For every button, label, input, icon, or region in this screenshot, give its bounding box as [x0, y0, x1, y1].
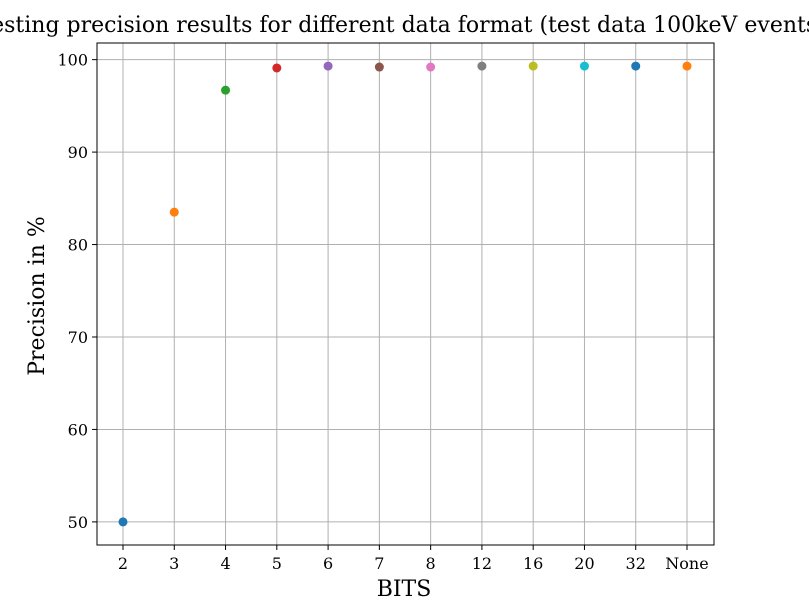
data-point	[221, 85, 231, 95]
grid	[97, 43, 714, 545]
data-point	[169, 207, 179, 217]
x-tick-label: 8	[426, 554, 436, 573]
data-point	[323, 61, 333, 71]
data-point	[631, 61, 641, 71]
x-tick-label: 4	[220, 554, 230, 573]
x-tick-label: 20	[574, 554, 594, 573]
x-tick-label: 12	[472, 554, 492, 573]
plot-frame	[96, 42, 715, 546]
data-point	[426, 62, 436, 72]
data-point	[528, 61, 538, 71]
data-point	[477, 61, 487, 71]
chart-title: testing precision results for different …	[0, 13, 809, 38]
y-tick-label: 60	[68, 420, 88, 439]
y-tick-label: 70	[68, 328, 88, 347]
y-tick-label: 50	[68, 513, 88, 532]
x-tick-label: 3	[169, 554, 179, 573]
x-axis-label: BITS	[377, 577, 432, 602]
x-tick-label: 2	[118, 554, 128, 573]
axis-ticks: 2 3 4 5 6 7 8 12 16 20 32 None 50 60 70 80 90 100	[57, 51, 708, 573]
data-point	[579, 61, 589, 71]
data-point	[272, 63, 282, 73]
x-tick-label: 5	[272, 554, 282, 573]
x-tick-label: 16	[523, 554, 543, 573]
data-point	[118, 517, 128, 527]
data-point	[374, 62, 384, 72]
x-tick-label: None	[665, 554, 708, 573]
y-tick-label: 80	[68, 236, 88, 255]
y-tick-label: 100	[57, 51, 88, 70]
data-point	[682, 61, 692, 71]
x-tick-label: 32	[626, 554, 646, 573]
y-axis-label: Precision in %	[25, 216, 50, 376]
data-points	[118, 61, 692, 527]
x-tick-label: 7	[374, 554, 384, 573]
x-tick-label: 6	[323, 554, 333, 573]
y-tick-label: 90	[68, 143, 88, 162]
